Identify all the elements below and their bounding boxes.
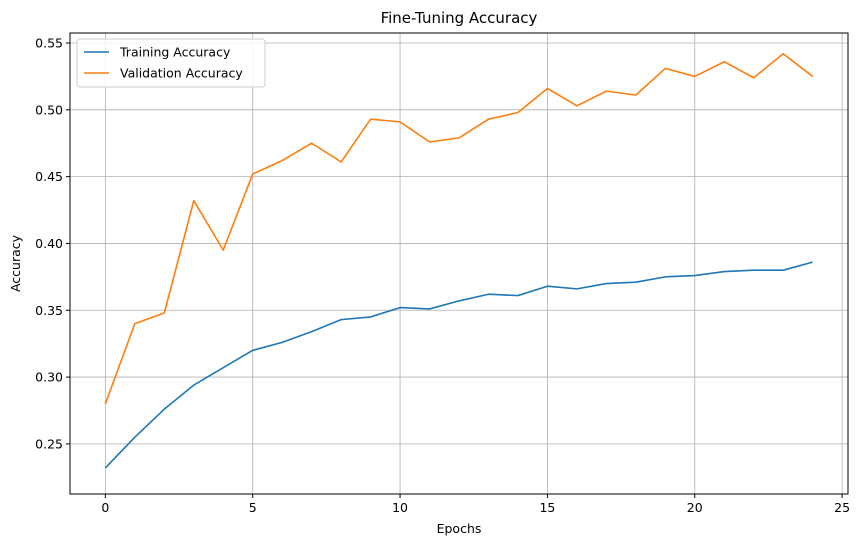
x-tick-label: 15 xyxy=(539,500,555,515)
chart-title: Fine-Tuning Accuracy xyxy=(381,9,538,27)
legend-box xyxy=(76,38,266,88)
x-tick-label: 25 xyxy=(834,500,850,515)
y-tick-label: 0.50 xyxy=(35,102,63,117)
grid-lines xyxy=(70,33,848,494)
x-tick-label: 5 xyxy=(249,500,257,515)
y-axis-label: Accuracy xyxy=(8,234,23,292)
series-line-training-accuracy xyxy=(104,261,813,469)
y-tick-label: 0.25 xyxy=(35,436,63,451)
x-axis-ticks: 0 5 10 15 20 25 xyxy=(101,494,850,515)
y-tick-label: 0.35 xyxy=(35,303,63,318)
x-tick-label: 0 xyxy=(101,500,109,515)
legend-entry: Validation Accuracy xyxy=(120,66,243,81)
legend-entry: Training Accuracy xyxy=(119,45,231,60)
x-tick-label: 10 xyxy=(392,500,408,515)
y-axis-ticks: 0.25 0.30 0.35 0.40 0.45 0.50 0.55 xyxy=(35,36,70,451)
y-tick-label: 0.30 xyxy=(35,370,63,385)
series-line-validation-accuracy xyxy=(104,52,814,405)
plot-frame xyxy=(69,32,849,495)
y-tick-label: 0.45 xyxy=(35,169,63,184)
y-tick-label: 0.40 xyxy=(35,236,63,251)
series-layer xyxy=(104,52,814,469)
y-tick-label: 0.55 xyxy=(35,36,63,51)
x-tick-label: 20 xyxy=(687,500,703,515)
legend: Training Accuracy Validation Accuracy xyxy=(76,38,266,88)
x-axis-label: Epochs xyxy=(437,521,482,536)
